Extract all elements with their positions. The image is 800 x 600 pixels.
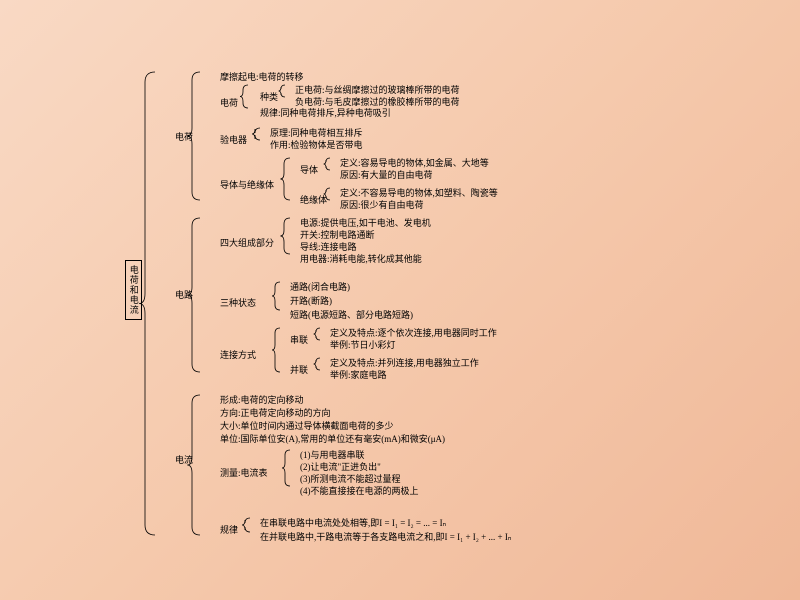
brace [272, 282, 280, 310]
node-gl: 规律:同种电荷排斥,异种电荷吸引 [260, 108, 391, 119]
node-r1: (1)与用电器串联 [300, 450, 365, 461]
node-bl_jl: 举例:家庭电路 [330, 370, 387, 381]
brace [240, 85, 248, 108]
node-ydq: 验电器 [220, 135, 247, 146]
node-dliu: 电流 [175, 455, 193, 466]
brace [279, 85, 285, 97]
node-ljfs: 连接方式 [220, 350, 256, 361]
root-node: 电荷和电流 [125, 260, 142, 320]
node-dy: 电源:提供电压,如干电池、发电机 [300, 218, 431, 229]
brace [324, 158, 330, 170]
node-bl: 并联 [290, 365, 308, 376]
brace [282, 450, 290, 486]
node-gl_cl: 在串联电路中电流处处相等,即I = I₁ = I₂ = ... = Iₙ [260, 518, 446, 529]
node-r3: (3)所测电流不能超过量程 [300, 474, 401, 485]
brace [272, 328, 280, 372]
node-xc: 形成:电荷的定向移动 [220, 395, 304, 406]
node-zl: 种类 [260, 92, 278, 103]
node-jyt_yy: 原因:很少有自由电荷 [340, 200, 424, 211]
brace [314, 328, 320, 340]
node-zdh: 正电荷:与丝绸摩擦过的玻璃棒所带的电荷 [295, 85, 460, 96]
node-mcqd: 摩擦起电:电荷的转移 [220, 72, 304, 83]
node-dw: 单位:国际单位安(A),常用的单位还有毫安(mA)和微安(μA) [220, 434, 445, 445]
node-jyt: 绝缘体 [300, 195, 327, 206]
node-dtjy: 导体与绝缘体 [220, 180, 274, 191]
node-jyt_dy: 定义:不容易导电的物体,如塑料、陶瓷等 [340, 188, 498, 199]
brace [252, 128, 260, 140]
brace [242, 518, 250, 532]
node-sdzc: 四大组成部分 [220, 238, 274, 249]
node-dt: 导体 [300, 165, 318, 176]
node-cl: 串联 [290, 335, 308, 346]
node-r4: (4)不能直接接在电源的两极上 [300, 486, 419, 497]
node-cl_jl: 举例:节日小彩灯 [330, 340, 396, 351]
node-dh: 电荷 [175, 132, 193, 143]
node-dl: 电路 [175, 290, 193, 301]
diagram-container: 电荷和电流 电荷电路电流摩擦起电:电荷的转移电荷验电器导体与绝缘体种类规律:同种… [0, 0, 800, 600]
node-tl: 通路(闭合电路) [290, 282, 350, 293]
brace [314, 358, 320, 370]
node-fx: 方向:正电荷定向移动的方向 [220, 408, 331, 419]
node-r2: (2)让电流"正进负出" [300, 462, 381, 473]
node-gl_bl: 在并联电路中,干路电流等于各支路电流之和,即I = I₁ + I₂ + ... … [260, 532, 511, 543]
node-ydq_zy: 作用:检验物体是否带电 [270, 140, 363, 151]
node-kl: 开路(断路) [290, 296, 332, 307]
node-dx: 导线:连接电路 [300, 242, 357, 253]
node-ydq2: 用电器:消耗电能,转化成其他能 [300, 254, 422, 265]
node-szzt: 三种状态 [220, 298, 256, 309]
node-dx2: 大小:单位时间内通过导体横截面电荷的多少 [220, 421, 394, 432]
node-dt_dy: 定义:容易导电的物体,如金属、大地等 [340, 158, 489, 169]
node-cl_dy: 定义及特点:逐个依次连接,用电器同时工作 [330, 328, 497, 339]
node-dt_yy: 原因:有大量的自由电荷 [340, 170, 433, 181]
brace [280, 218, 290, 254]
node-kg: 开关:控制电路通断 [300, 230, 375, 241]
node-fdh: 负电荷:与毛皮摩擦过的橡胶棒所带的电荷 [295, 97, 460, 108]
node-bl_dy: 定义及特点:并列连接,用电器独立工作 [330, 358, 479, 369]
node-ydq_yl: 原理:同种电荷相互排斥 [270, 128, 363, 139]
node-gl2: 规律 [220, 525, 238, 536]
brace [280, 158, 290, 200]
node-dh2: 电荷 [220, 98, 238, 109]
node-clb: 测量:电流表 [220, 468, 268, 479]
node-dl2: 短路(电源短路、部分电路短路) [290, 310, 413, 321]
